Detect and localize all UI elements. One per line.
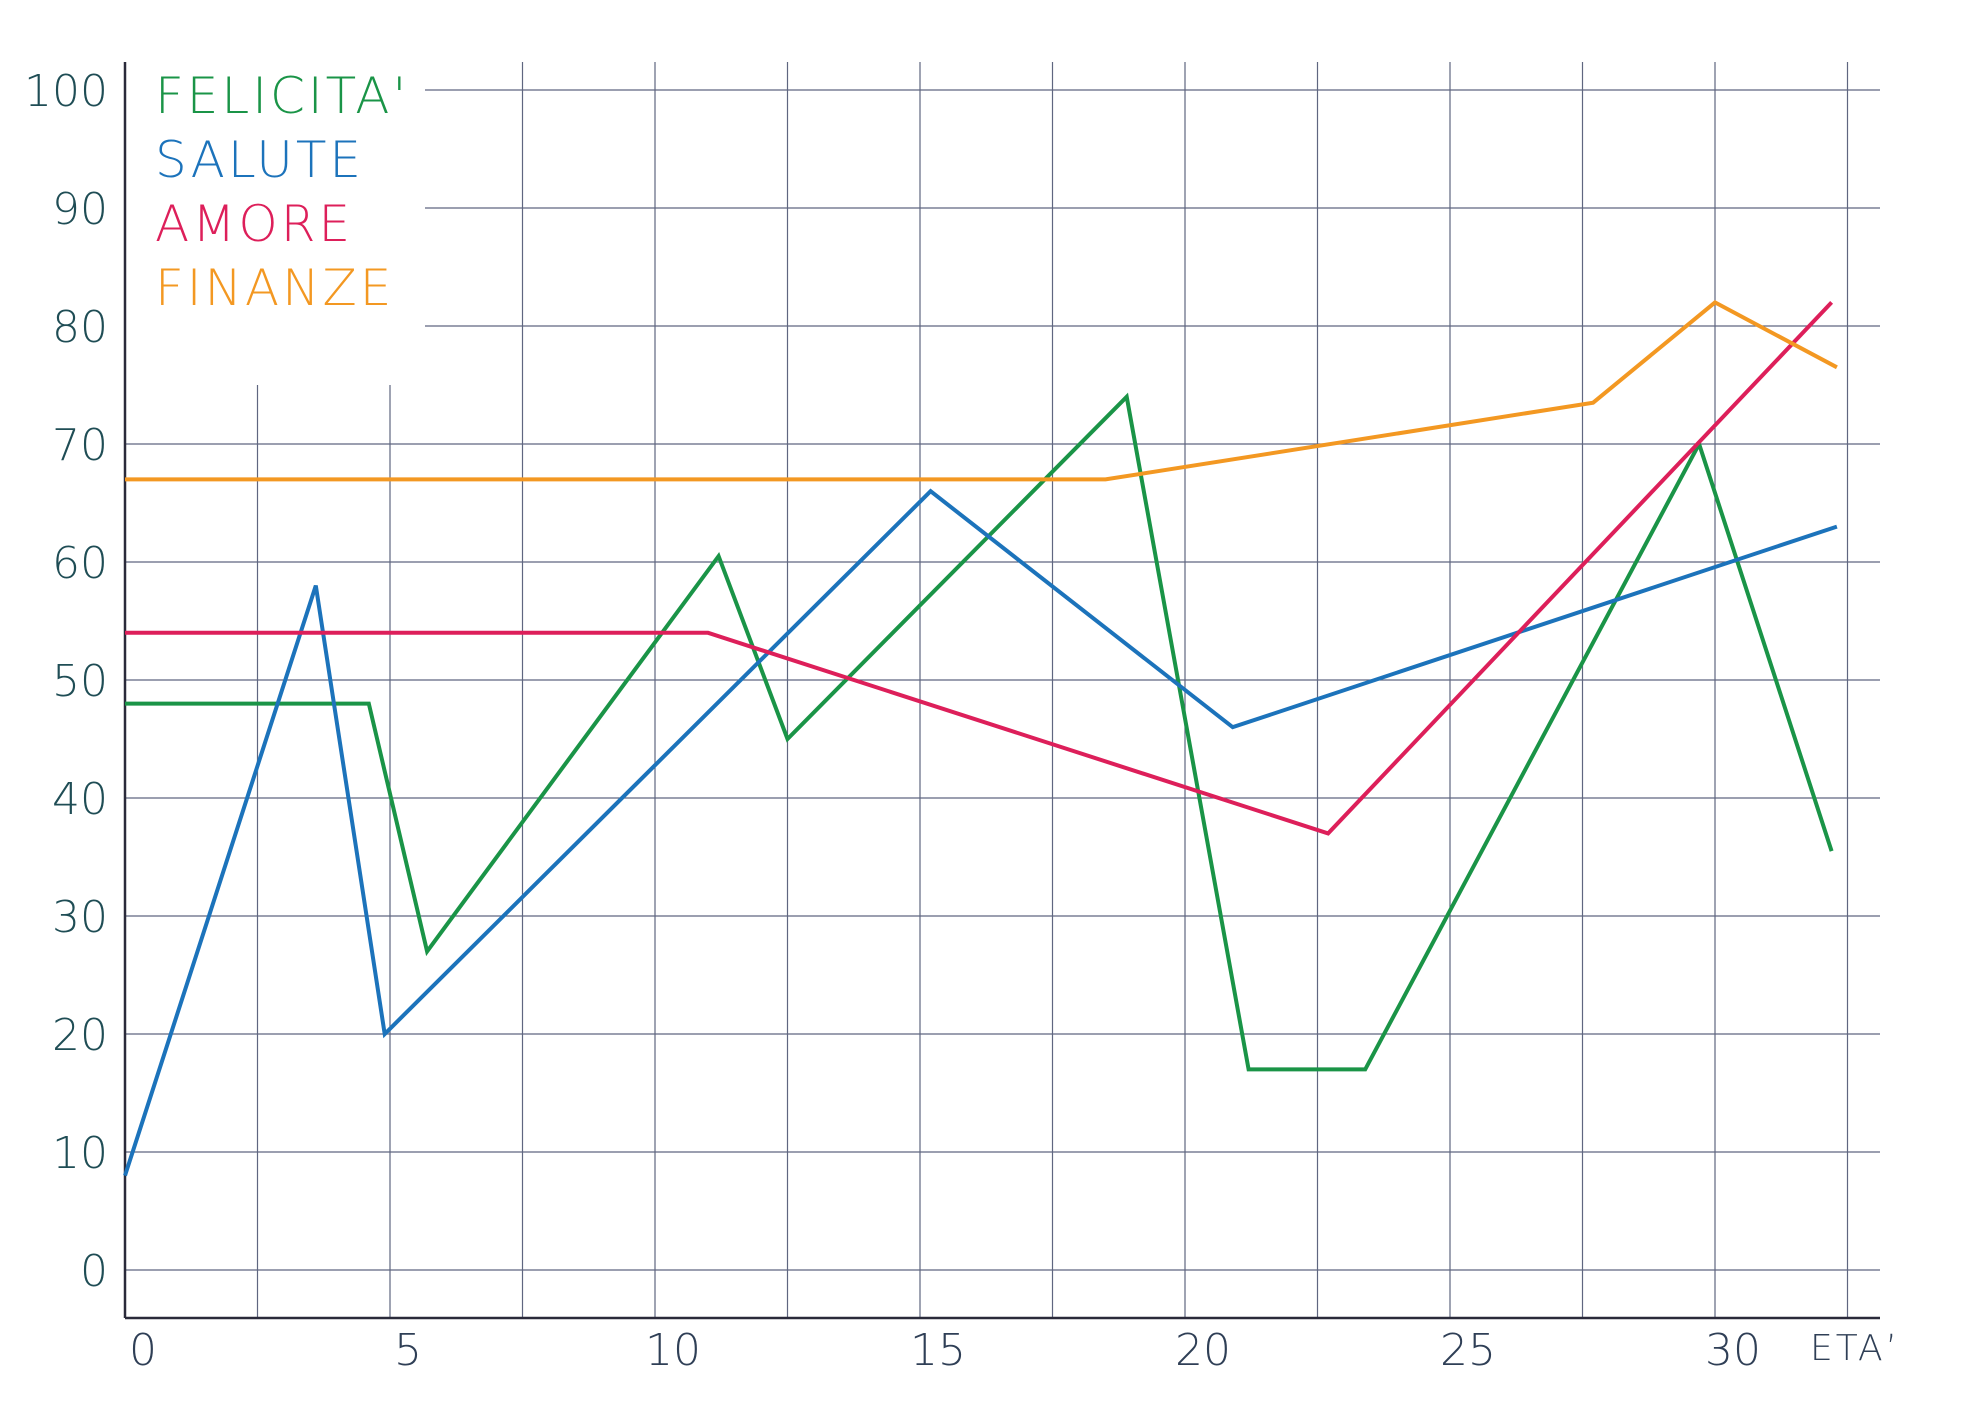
grid: [125, 62, 1880, 1318]
x-tick-label: 10: [645, 1325, 701, 1376]
legend-entry: FELICITA': [155, 67, 409, 125]
legend-entry: SALUTE: [155, 131, 364, 189]
y-tick-label: 100: [24, 66, 108, 117]
series-line-finanze: [125, 300, 1838, 482]
y-tick-label: 60: [52, 538, 108, 589]
axes: [123, 62, 1880, 1320]
x-tick-label: 30: [1705, 1325, 1761, 1376]
y-tick-label: 70: [52, 420, 108, 471]
series-line-salute: [123, 488, 1838, 1177]
x-tick-labels: 0 5 10 15 20 25 30: [129, 1325, 1761, 1376]
x-tick-label: 15: [910, 1325, 966, 1376]
x-axis-title: ETA’: [1810, 1328, 1900, 1369]
x-tick-label: 25: [1440, 1325, 1496, 1376]
y-tick-label: 0: [80, 1246, 108, 1297]
x-tick-label: 20: [1175, 1325, 1231, 1376]
y-tick-label: 20: [52, 1010, 108, 1061]
series-line-amore: [125, 301, 1834, 836]
y-tick-labels: 0 10 20 30 40 50 60 70 80 90 100: [24, 66, 108, 1297]
legend-entry: AMORE: [155, 195, 353, 253]
y-tick-label: 40: [52, 774, 108, 825]
legend: FELICITA' SALUTE AMORE FINANZE: [155, 67, 409, 317]
y-tick-label: 50: [52, 656, 108, 707]
legend-entry: FINANZE: [155, 259, 394, 317]
y-tick-label: 90: [52, 184, 108, 235]
y-tick-label: 10: [52, 1128, 108, 1179]
y-tick-label: 30: [52, 892, 108, 943]
series-lines: [123, 300, 1838, 1177]
x-tick-label: 0: [129, 1325, 157, 1376]
x-tick-label: 5: [394, 1325, 422, 1376]
y-tick-label: 80: [52, 302, 108, 353]
series-line-felicita: [125, 392, 1834, 1072]
